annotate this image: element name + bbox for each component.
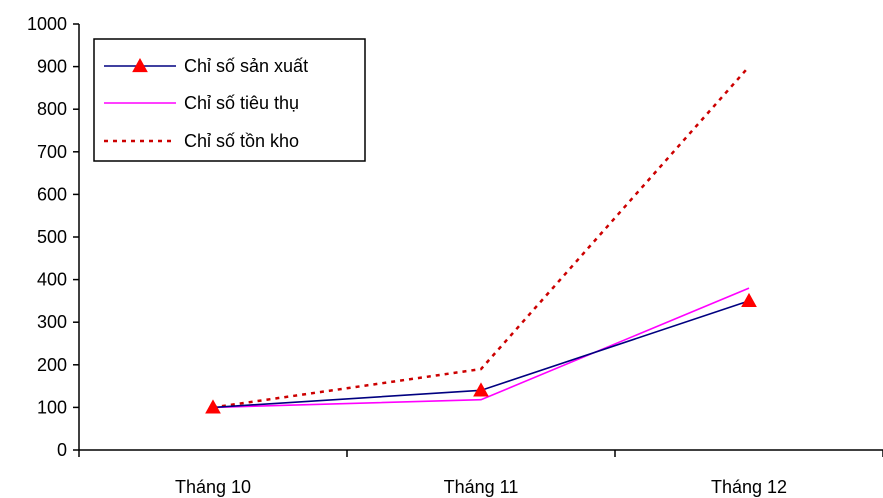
y-tick-label: 500	[37, 227, 67, 247]
x-tick-label: Tháng 11	[444, 477, 519, 497]
legend-label-0: Chỉ số sản xuất	[184, 56, 308, 76]
y-axis-ticks: 0 100 200 300 400 500 600 700 800 900 1000	[27, 14, 79, 460]
y-tick-label: 1000	[27, 14, 67, 34]
y-tick-label: 700	[37, 142, 67, 162]
y-tick-label: 200	[37, 355, 67, 375]
series-line-1	[212, 287, 750, 409]
series-marker-0	[205, 399, 221, 414]
y-tick-label: 300	[37, 312, 67, 332]
x-tick-label: Tháng 10	[175, 477, 251, 497]
series-marker-0	[473, 382, 489, 397]
x-tick-label: Tháng 12	[711, 477, 787, 497]
x-axis-ticks: Tháng 10 Tháng 11 Tháng 12	[78, 450, 883, 497]
legend-marker-0	[132, 57, 148, 73]
legend: Chỉ số sản xuất Chỉ số tiêu thụ Chỉ số tồn…	[93, 38, 366, 162]
series-line-2	[212, 65, 750, 409]
legend-box	[93, 38, 366, 162]
series-layer	[205, 65, 757, 414]
series-marker-0	[741, 292, 757, 307]
y-tick-label: 0	[57, 440, 67, 460]
y-tick-label: 100	[37, 397, 67, 417]
y-tick-label: 400	[37, 270, 67, 290]
y-tick-label: 800	[37, 99, 67, 119]
y-tick-label: 600	[37, 184, 67, 204]
legend-label-2: Chỉ số tồn kho	[184, 131, 299, 151]
legend-label-1: Chỉ số tiêu thụ	[184, 93, 299, 113]
y-tick-label: 900	[37, 57, 67, 77]
